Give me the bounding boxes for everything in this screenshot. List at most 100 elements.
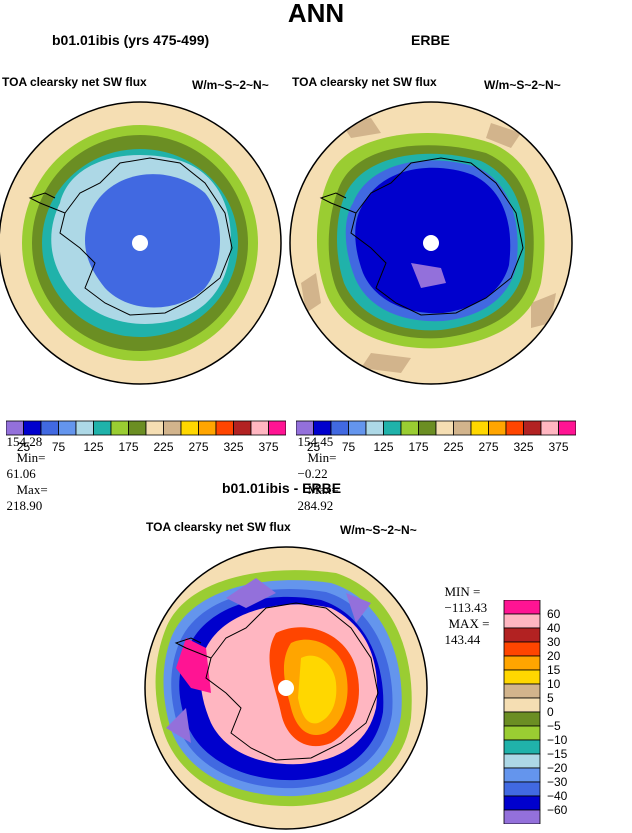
colorbar-tick-label: 5 <box>547 691 554 705</box>
colorbar-swatch <box>503 795 541 811</box>
colorbar-tick-label: 30 <box>547 635 561 649</box>
colorbar-swatch <box>296 420 314 436</box>
colorbar-tick-label: −20 <box>547 761 568 775</box>
colorbar-swatch <box>93 420 112 436</box>
colorbar-swatch <box>110 420 129 436</box>
colorbar-tick-label: 375 <box>548 440 569 454</box>
colorbar-tick-label: 25 <box>306 440 321 454</box>
colorbar-swatch <box>503 627 541 643</box>
colorbar-tick-label: 225 <box>443 440 464 454</box>
panel1-max-label: Max= <box>16 482 48 497</box>
colorbar-swatch <box>503 781 541 797</box>
panel2-min: −0.22 <box>297 466 328 481</box>
colorbar-swatch <box>23 420 42 436</box>
diff-units: W/m~S~2~N~ <box>340 523 417 537</box>
diff-colorbar-labels: 60 40 30 20 15 10 5 0 −5 −10 −15 −20 −30 −40 −60 <box>545 600 605 824</box>
colorbar-tick-label: 60 <box>547 607 561 621</box>
diff-variable: TOA clearsky net SW flux <box>146 520 291 534</box>
colorbar-swatch <box>503 725 541 741</box>
colorbar-swatch <box>233 420 252 436</box>
panel1-case-title: b01.01ibis (yrs 475-499) <box>52 32 210 48</box>
colorbar-tick-label: 325 <box>223 440 244 454</box>
diff-min-label: MIN = <box>444 584 481 599</box>
colorbar-swatch <box>540 420 559 436</box>
colorbar-tick-label: 20 <box>547 649 561 663</box>
colorbar-tick-label: 25 <box>16 440 31 454</box>
colorbar-swatch <box>503 711 541 727</box>
colorbar-swatch <box>505 420 524 436</box>
colorbar-swatch <box>400 420 419 436</box>
colorbar-swatch <box>503 739 541 755</box>
colorbar-swatch <box>128 420 147 436</box>
colorbar-swatch <box>145 420 164 436</box>
diff-max: 143.44 <box>444 632 481 647</box>
diff-map <box>144 546 428 830</box>
colorbar-tick-label: 40 <box>547 621 561 635</box>
page-title: ANN <box>287 0 345 28</box>
panel2-colorbar-labels: 25 75 125 175 225 275 325 375 <box>296 440 576 456</box>
colorbar-swatch <box>503 697 541 713</box>
colorbar-tick-label: 15 <box>547 663 561 677</box>
colorbar-swatch <box>503 753 541 769</box>
colorbar-tick-label: −5 <box>547 719 561 733</box>
colorbar-swatch <box>198 420 217 436</box>
colorbar-tick-label: −10 <box>547 733 568 747</box>
panel1-min: 61.06 <box>6 466 36 481</box>
diff-title: b01.01ibis - ERBE <box>222 480 342 496</box>
colorbar-tick-label: 0 <box>547 705 554 719</box>
colorbar-tick-label: 225 <box>153 440 174 454</box>
colorbar-tick-label: 375 <box>258 440 279 454</box>
colorbar-swatch <box>268 420 286 436</box>
colorbar-swatch <box>163 420 182 436</box>
colorbar-tick-label: 275 <box>478 440 499 454</box>
panel1-map <box>0 101 282 385</box>
colorbar-tick-label: 75 <box>51 440 66 454</box>
panel2-units: W/m~S~2~N~ <box>484 78 561 92</box>
colorbar-tick-label: 325 <box>513 440 534 454</box>
colorbar-swatch <box>348 420 367 436</box>
colorbar-tick-label: 175 <box>408 440 429 454</box>
panel1-max: 218.90 <box>6 498 43 513</box>
colorbar-swatch <box>418 420 437 436</box>
panel2-map <box>289 101 573 385</box>
colorbar-swatch <box>383 420 402 436</box>
panel1-colorbar <box>6 420 286 436</box>
panel1-units: W/m~S~2~N~ <box>192 78 269 92</box>
colorbar-swatch <box>58 420 77 436</box>
colorbar-swatch <box>503 641 541 657</box>
colorbar-swatch <box>503 600 541 615</box>
colorbar-swatch <box>453 420 472 436</box>
panel1-stats: MEAN= 154.28 Min= 61.06 Max= 218.90 <box>0 402 53 514</box>
colorbar-swatch <box>470 420 489 436</box>
colorbar-tick-label: 125 <box>373 440 394 454</box>
colorbar-swatch <box>250 420 269 436</box>
colorbar-tick-label: −30 <box>547 775 568 789</box>
colorbar-tick-label: 275 <box>188 440 209 454</box>
panel2-variable: TOA clearsky net SW flux <box>292 75 437 89</box>
colorbar-swatch <box>503 809 541 824</box>
panel2-case-title: ERBE <box>411 32 450 48</box>
diff-min: −113.43 <box>444 600 488 615</box>
colorbar-tick-label: 75 <box>341 440 356 454</box>
colorbar-swatch <box>40 420 59 436</box>
colorbar-swatch <box>523 420 542 436</box>
colorbar-swatch <box>435 420 454 436</box>
colorbar-swatch <box>503 669 541 685</box>
colorbar-swatch <box>313 420 332 436</box>
colorbar-swatch <box>75 420 94 436</box>
colorbar-tick-label: 10 <box>547 677 561 691</box>
panel2-colorbar <box>296 420 576 436</box>
panel1-colorbar-labels: 25 75 125 175 225 275 325 375 <box>6 440 286 456</box>
colorbar-swatch <box>180 420 199 436</box>
diff-max-label: MAX = <box>448 616 490 631</box>
colorbar-swatch <box>488 420 507 436</box>
colorbar-swatch <box>503 613 541 629</box>
panel2-min-label: Min= <box>307 450 337 465</box>
panel2-stats: MEAN= 154.45 Min= −0.22 Max= 284.92 <box>291 402 344 514</box>
colorbar-tick-label: −60 <box>547 803 568 817</box>
colorbar-swatch <box>503 683 541 699</box>
colorbar-swatch <box>6 420 24 436</box>
panel2-mean: 154.45 <box>297 434 334 449</box>
panel1-mean: 154.28 <box>6 434 43 449</box>
panel2-max-label: Max= <box>307 482 339 497</box>
